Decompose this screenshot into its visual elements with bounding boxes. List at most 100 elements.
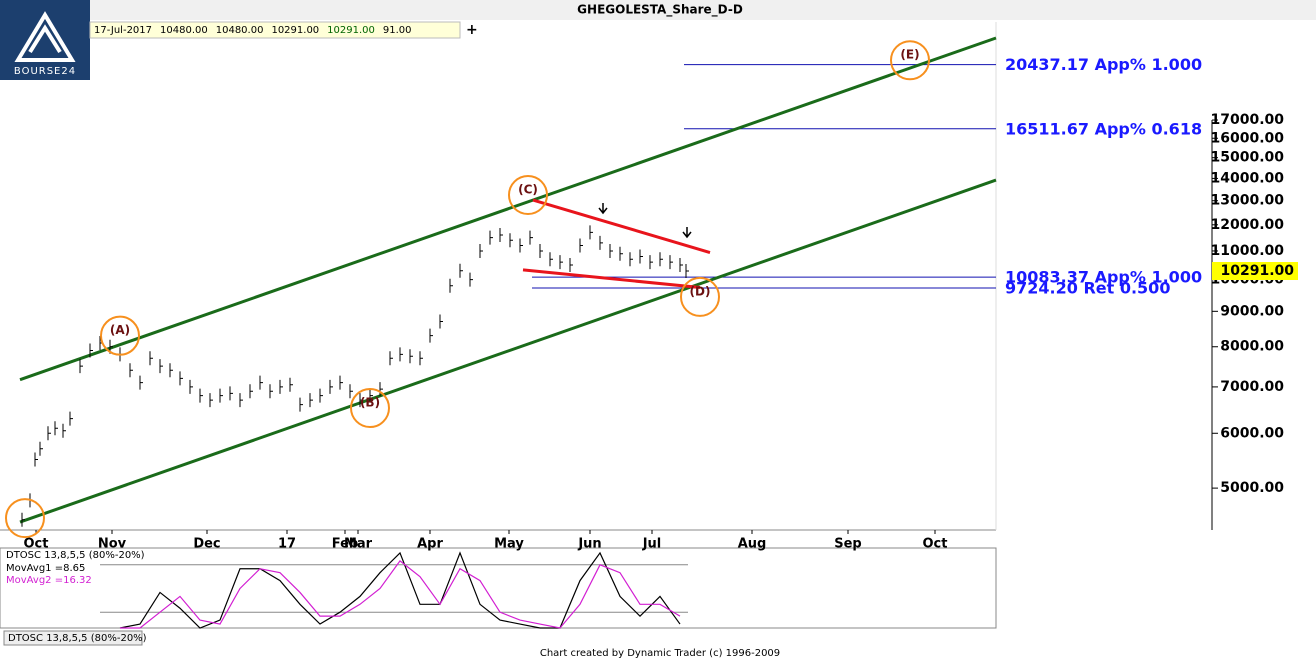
x-tick-label: Feb [332, 537, 358, 552]
y-tick-label: 8000.00 [1220, 339, 1284, 355]
y-tick-label: 5000.00 [1220, 480, 1284, 496]
price-bar [489, 230, 493, 245]
price-bar [47, 426, 51, 441]
price-bar [619, 246, 623, 261]
wave-circle [100, 315, 140, 356]
y-tick-label: 11000.00 [1210, 243, 1284, 259]
x-tick-label: Apr [417, 537, 443, 552]
price-bar [679, 257, 683, 272]
price-bar [259, 375, 263, 390]
info-value: 91.00 [383, 25, 412, 36]
price-bar [649, 255, 653, 270]
fib-label: 16511.67 App% 0.618 [1005, 119, 1202, 138]
price-bar [449, 278, 453, 293]
price-bar [369, 388, 373, 403]
legend-entry: MovAvg2 =16.32 [6, 575, 92, 586]
price-bar [509, 233, 513, 248]
price-bar [559, 255, 563, 270]
price-bar [419, 351, 423, 366]
y-tick-label: 17000.00 [1210, 112, 1284, 128]
oscillator-tab[interactable] [3, 630, 143, 646]
price-bar [139, 375, 143, 390]
price-bar [309, 393, 313, 408]
trendline [19, 36, 997, 382]
price-bar [589, 225, 593, 240]
price-bar [685, 264, 689, 279]
wave-label: (C) [518, 182, 538, 196]
price-bar [609, 243, 613, 258]
oscillator-tab-label: DTOSC 13,8,5,5 (80%-20%) [8, 633, 147, 644]
price-bar [319, 388, 323, 403]
price-bar [89, 343, 93, 358]
price-bar [229, 386, 233, 401]
wave-circle [508, 174, 548, 215]
x-tick-label: Nov [98, 537, 127, 552]
price-bar [539, 243, 543, 258]
price-bar [459, 263, 463, 278]
chart-title: GHEGOLESTA_Share_D-D [577, 3, 743, 18]
wave-label: (A) [110, 323, 130, 337]
price-bar [339, 375, 343, 390]
price-bar [169, 363, 173, 378]
price-bar [279, 379, 283, 394]
price-bar [639, 249, 643, 264]
info-value: 17-Jul-2017 [94, 25, 152, 36]
y-tick-label: 16000.00 [1210, 130, 1284, 146]
price-bar [39, 441, 43, 456]
price-bar [469, 272, 473, 287]
price-bar [219, 388, 223, 403]
price-bar [79, 359, 83, 374]
arrow [598, 203, 692, 239]
price-bar [249, 384, 253, 399]
price-bar [34, 452, 38, 467]
x-tick-label: Oct [24, 537, 49, 552]
price-bar [209, 393, 213, 408]
price-bar [579, 238, 583, 253]
price-bar [409, 349, 413, 364]
price-bar [179, 371, 183, 386]
price-bar [669, 255, 673, 270]
price-bar [199, 388, 203, 403]
price-bar [129, 363, 133, 378]
y-tick-label: 13000.00 [1210, 193, 1284, 209]
footer: Chart created by Dynamic Trader (c) 1996… [540, 648, 780, 659]
fib-label: 9724.20 Ret 0.500 [1005, 279, 1170, 298]
price-bar [159, 359, 163, 374]
price-bar [389, 351, 393, 366]
title-bar [0, 0, 1316, 20]
price-bar [479, 243, 483, 258]
price-bar [439, 314, 443, 329]
last-price-label: 10291.00 [1220, 263, 1294, 279]
price-bar [289, 377, 293, 392]
price-bar [379, 382, 383, 397]
price-bar [69, 411, 73, 426]
price-bar [21, 512, 25, 527]
fib-label: 20437.17 App% 1.000 [1005, 55, 1202, 74]
oscillator-panel [0, 547, 997, 629]
info-value: 10480.00 [216, 25, 264, 36]
add-button[interactable]: + [466, 22, 478, 38]
price-bar [349, 384, 353, 399]
legend-entry: MovAvg1 =8.65 [6, 563, 85, 574]
y-tick-label: 6000.00 [1220, 425, 1284, 441]
price-bar [499, 227, 503, 242]
y-tick-label: 9000.00 [1220, 303, 1284, 319]
y-tick-label: 12000.00 [1210, 217, 1284, 233]
y-tick-label: 7000.00 [1220, 379, 1284, 395]
price-bar [189, 379, 193, 394]
price-bar [329, 379, 333, 394]
info-value: 10480.00 [160, 25, 208, 36]
price-bar [149, 351, 153, 366]
wave-circle [680, 276, 720, 317]
wave-label: (D) [690, 284, 711, 298]
price-bar [599, 235, 603, 250]
price-bar [54, 421, 58, 436]
x-tick-label: Jun [577, 537, 601, 552]
wave-circle [5, 498, 45, 539]
info-bar [89, 21, 461, 39]
trendline [19, 178, 997, 524]
x-tick-label: Sep [834, 537, 862, 552]
oscillator-title: DTOSC 13,8,5,5 (80%-20%) [6, 550, 145, 561]
x-tick-label: 17 [278, 537, 296, 552]
